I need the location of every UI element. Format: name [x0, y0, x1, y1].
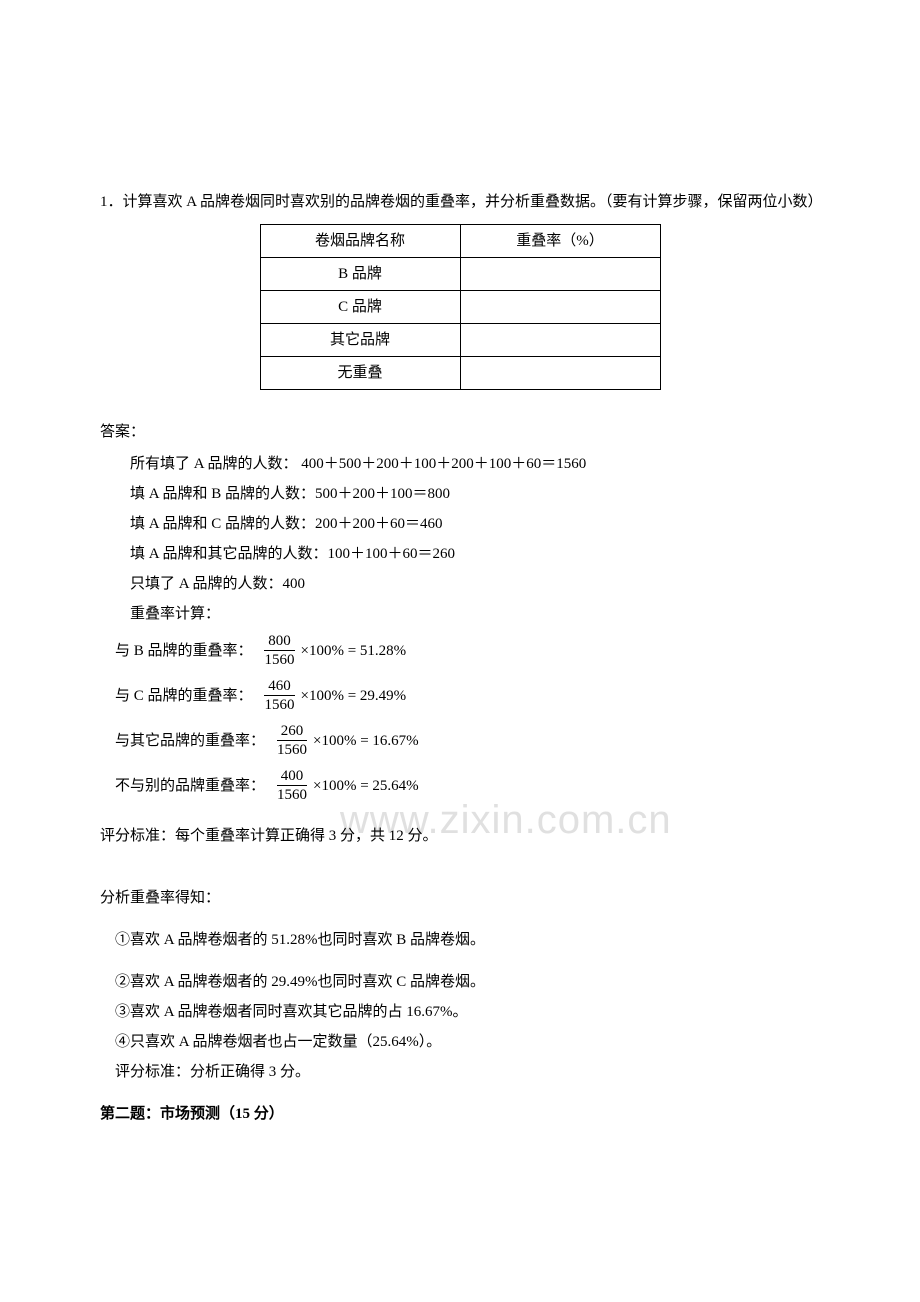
calc-line: 所有填了 A 品牌的人数： 400＋500＋200＋100＋200＋100＋60…: [100, 452, 820, 476]
formula-label: 不与别的品牌重叠率：: [115, 774, 265, 798]
fraction-denominator: 1560: [273, 741, 311, 759]
table-cell: 其它品牌: [260, 324, 460, 357]
formula-line: 与 C 品牌的重叠率： 460 1560 ×100% = 29.49%: [100, 677, 820, 714]
formula-line: 与 B 品牌的重叠率： 800 1560 ×100% = 51.28%: [100, 632, 820, 669]
fraction: 400 1560: [273, 767, 311, 804]
analysis-line: ①喜欢 A 品牌卷烟者的 51.28%也同时喜欢 B 品牌卷烟。: [100, 928, 820, 952]
table-cell: 无重叠: [260, 357, 460, 390]
fraction-denominator: 1560: [261, 651, 299, 669]
fraction: 460 1560: [261, 677, 299, 714]
table-cell: [460, 291, 660, 324]
fraction-numerator: 260: [277, 722, 308, 741]
table-header-2: 重叠率（%）: [460, 225, 660, 258]
fraction-denominator: 1560: [261, 696, 299, 714]
formula-rest: ×100% = 16.67%: [313, 729, 419, 753]
fraction: 800 1560: [261, 632, 299, 669]
calc-line: 填 A 品牌和其它品牌的人数：100＋100＋60＝260: [100, 542, 820, 566]
table-cell: B 品牌: [260, 258, 460, 291]
scoring-text: 评分标准：每个重叠率计算正确得 3 分，共 12 分。: [100, 824, 820, 848]
calc-line: 填 A 品牌和 B 品牌的人数：500＋200＋100＝800: [100, 482, 820, 506]
formula-label: 与 B 品牌的重叠率：: [115, 639, 253, 663]
fraction-numerator: 400: [277, 767, 308, 786]
question2-heading: 第二题：市场预测（15 分）: [100, 1102, 820, 1126]
analysis-label: 分析重叠率得知：: [100, 886, 820, 910]
calc-line: 重叠率计算：: [100, 602, 820, 626]
formula-rest: ×100% = 25.64%: [313, 774, 419, 798]
table-row: C 品牌: [260, 291, 660, 324]
fraction-numerator: 460: [264, 677, 295, 696]
table-header-1: 卷烟品牌名称: [260, 225, 460, 258]
scoring-text: 评分标准：分析正确得 3 分。: [100, 1060, 820, 1084]
analysis-line: ③喜欢 A 品牌卷烟者同时喜欢其它品牌的占 16.67%。: [100, 1000, 820, 1024]
calc-line: 填 A 品牌和 C 品牌的人数：200＋200＋60＝460: [100, 512, 820, 536]
table-cell: [460, 324, 660, 357]
analysis-line: ②喜欢 A 品牌卷烟者的 29.49%也同时喜欢 C 品牌卷烟。: [100, 970, 820, 994]
formula-line: 与其它品牌的重叠率： 260 1560 ×100% = 16.67%: [100, 722, 820, 759]
formula-label: 与其它品牌的重叠率：: [115, 729, 265, 753]
table-cell: C 品牌: [260, 291, 460, 324]
analysis-line: ④只喜欢 A 品牌卷烟者也占一定数量（25.64%）。: [100, 1030, 820, 1054]
fraction-numerator: 800: [264, 632, 295, 651]
table-row: 卷烟品牌名称 重叠率（%）: [260, 225, 660, 258]
formula-label: 与 C 品牌的重叠率：: [115, 684, 253, 708]
table-row: 其它品牌: [260, 324, 660, 357]
overlap-table: 卷烟品牌名称 重叠率（%） B 品牌 C 品牌 其它品牌 无重叠: [260, 224, 661, 390]
formula-rest: ×100% = 29.49%: [301, 684, 407, 708]
fraction: 260 1560: [273, 722, 311, 759]
fraction-denominator: 1560: [273, 786, 311, 804]
formula-rest: ×100% = 51.28%: [301, 639, 407, 663]
table-row: 无重叠: [260, 357, 660, 390]
table-row: B 品牌: [260, 258, 660, 291]
calc-line: 只填了 A 品牌的人数：400: [100, 572, 820, 596]
table-cell: [460, 258, 660, 291]
answer-label: 答案：: [100, 420, 820, 444]
question-text: 1．计算喜欢 A 品牌卷烟同时喜欢别的品牌卷烟的重叠率，并分析重叠数据。（要有计…: [100, 190, 820, 214]
formula-line: 不与别的品牌重叠率： 400 1560 ×100% = 25.64%: [100, 767, 820, 804]
table-cell: [460, 357, 660, 390]
